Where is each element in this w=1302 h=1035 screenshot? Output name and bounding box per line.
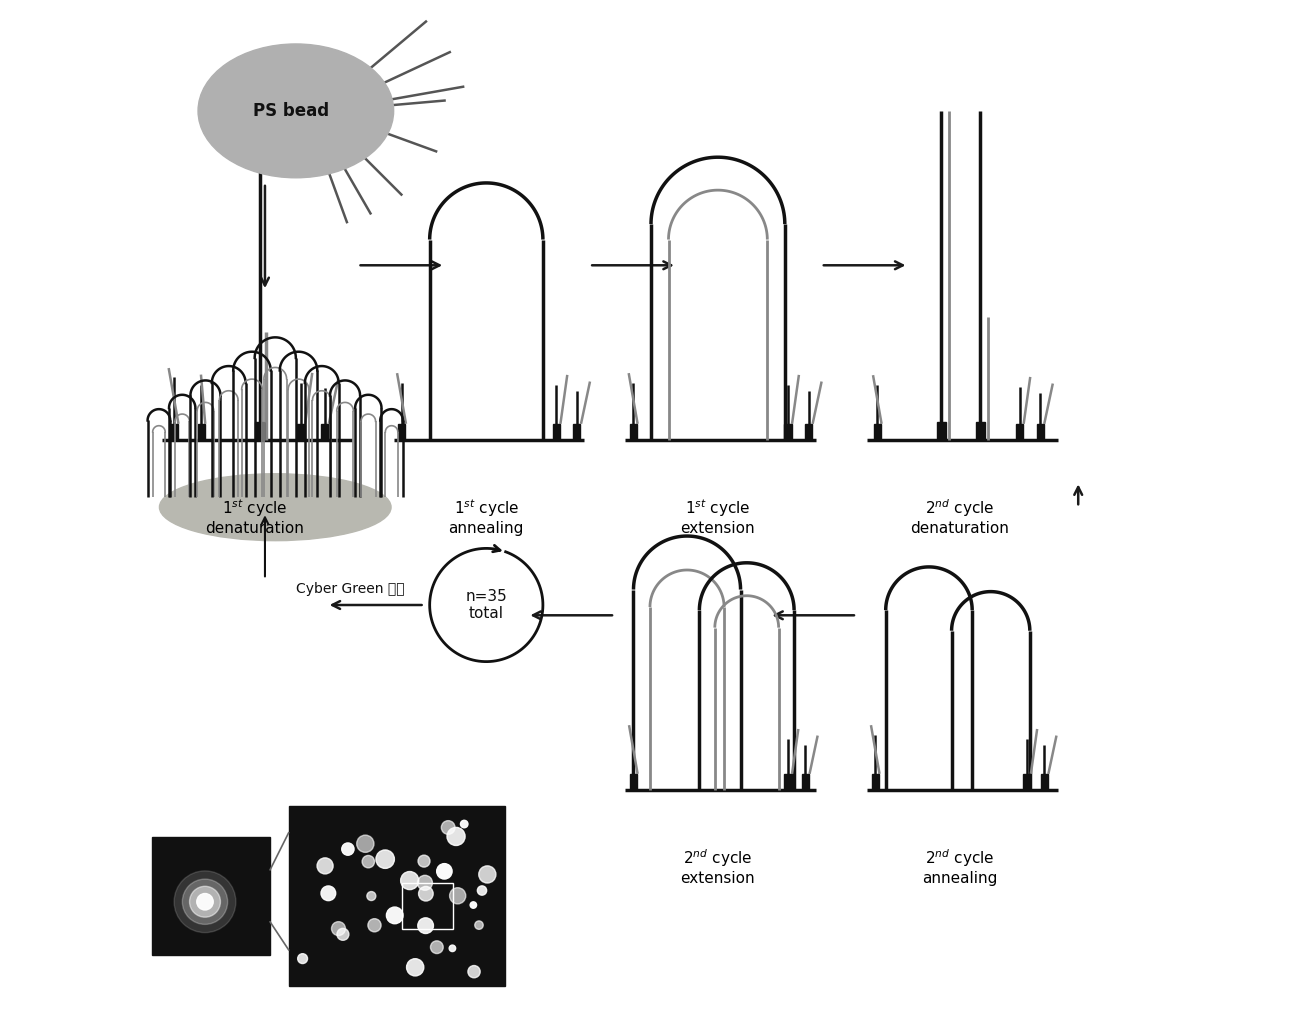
Bar — [975, 421, 986, 440]
Bar — [1036, 423, 1044, 440]
Bar — [1040, 774, 1048, 791]
Text: 1$^{st}$ cycle
denaturation: 1$^{st}$ cycle denaturation — [206, 497, 305, 536]
Circle shape — [387, 907, 404, 923]
Bar — [198, 423, 204, 440]
Circle shape — [418, 918, 434, 934]
Text: PS bead: PS bead — [253, 101, 329, 120]
Circle shape — [376, 850, 395, 868]
Circle shape — [475, 921, 483, 929]
Bar — [398, 423, 405, 440]
Circle shape — [318, 858, 333, 874]
Bar — [297, 423, 305, 440]
Bar — [573, 423, 581, 440]
Circle shape — [182, 879, 228, 924]
Circle shape — [197, 893, 214, 910]
Bar — [630, 774, 637, 791]
Circle shape — [357, 835, 374, 853]
Circle shape — [449, 945, 456, 951]
Bar — [402, 883, 453, 929]
Bar — [552, 423, 560, 440]
Ellipse shape — [159, 474, 391, 540]
Circle shape — [298, 953, 307, 964]
Circle shape — [478, 886, 487, 895]
Circle shape — [174, 870, 236, 933]
Circle shape — [418, 876, 432, 890]
Circle shape — [406, 958, 423, 976]
Bar — [152, 836, 270, 955]
Circle shape — [322, 886, 336, 900]
Circle shape — [362, 856, 375, 867]
Circle shape — [431, 941, 443, 953]
Circle shape — [368, 919, 381, 932]
Circle shape — [332, 921, 345, 936]
Circle shape — [467, 966, 480, 978]
Text: 1$^{st}$ cycle
annealing: 1$^{st}$ cycle annealing — [449, 497, 523, 536]
Ellipse shape — [198, 43, 393, 178]
Bar — [322, 423, 328, 440]
Bar — [936, 421, 947, 440]
Circle shape — [401, 871, 419, 890]
Circle shape — [418, 855, 430, 867]
Bar — [802, 774, 809, 791]
Bar — [874, 423, 881, 440]
Circle shape — [337, 928, 349, 941]
Circle shape — [190, 886, 220, 917]
Bar — [872, 774, 879, 791]
Text: n=35
total: n=35 total — [465, 589, 508, 621]
Circle shape — [436, 863, 452, 879]
Bar — [805, 423, 812, 440]
Bar — [289, 805, 505, 986]
Bar — [630, 423, 637, 440]
Circle shape — [449, 888, 466, 904]
Circle shape — [479, 866, 496, 883]
Circle shape — [461, 821, 467, 828]
Circle shape — [341, 842, 354, 855]
Bar — [1023, 774, 1030, 791]
Circle shape — [447, 827, 465, 846]
Circle shape — [441, 821, 456, 834]
Text: 2$^{nd}$ cycle
annealing: 2$^{nd}$ cycle annealing — [922, 847, 997, 886]
Text: 1$^{st}$ cycle
extension: 1$^{st}$ cycle extension — [681, 497, 755, 536]
Bar — [784, 774, 792, 791]
Circle shape — [470, 901, 477, 909]
Circle shape — [418, 886, 434, 901]
Circle shape — [367, 891, 376, 900]
Text: 2$^{nd}$ cycle
denaturation: 2$^{nd}$ cycle denaturation — [910, 497, 1009, 536]
Bar — [171, 423, 178, 440]
Bar — [255, 421, 264, 440]
Text: 2$^{nd}$ cycle
extension: 2$^{nd}$ cycle extension — [681, 847, 755, 886]
Bar — [1016, 423, 1023, 440]
Text: Cyber Green 染色: Cyber Green 染色 — [296, 583, 405, 596]
Bar — [784, 423, 792, 440]
